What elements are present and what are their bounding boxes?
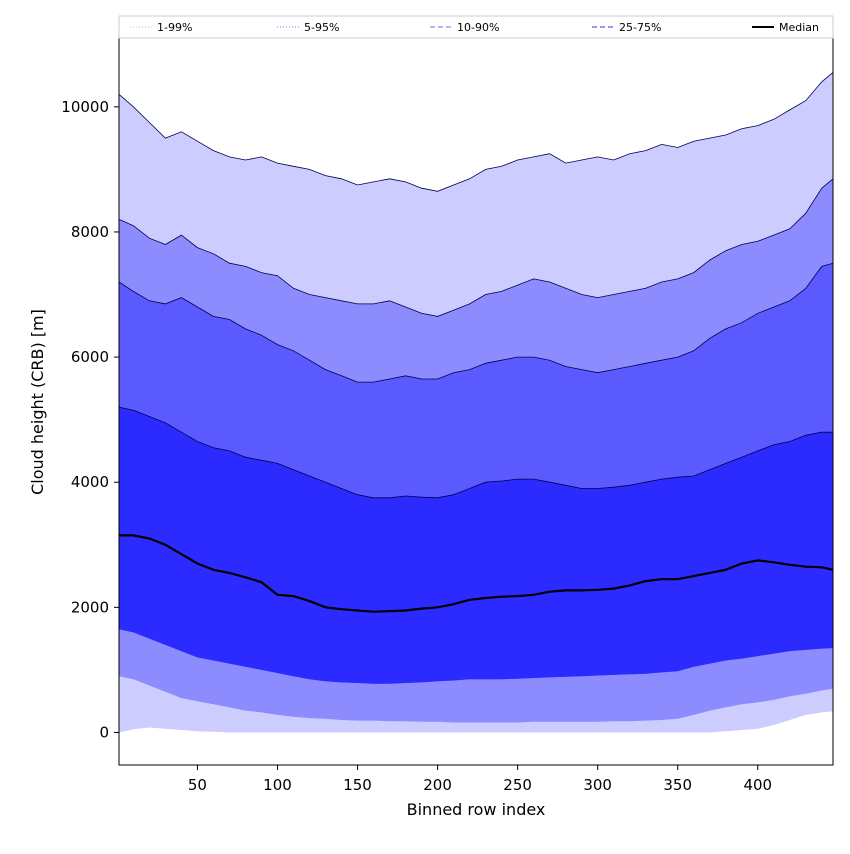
x-tick-label: 100: [263, 776, 292, 794]
x-tick-label: 150: [343, 776, 372, 794]
y-tick-label: 0: [99, 723, 109, 741]
legend-label: 1-99%: [157, 21, 192, 34]
median-series: [119, 534, 834, 613]
x-tick-label: 250: [503, 776, 532, 794]
legend-box: [118, 15, 834, 39]
legend-label: Median: [779, 21, 819, 34]
band-edges: [118, 72, 834, 499]
legend-label: 25-75%: [619, 21, 661, 34]
y-tick-label: 10000: [61, 98, 109, 116]
x-tick-label: 200: [423, 776, 452, 794]
x-tick-label: 50: [188, 776, 207, 794]
band-25-75-upper-edge: [118, 406, 833, 499]
y-tick-label: 2000: [71, 598, 109, 616]
x-axis-ticks: 50 100 150 200 250 300 350 400: [188, 765, 772, 794]
band-10-90-upper-edge: [118, 262, 834, 383]
x-tick-label: 350: [663, 776, 692, 794]
y-tick-label: 8000: [71, 223, 109, 241]
y-axis-label: Cloud height (CRB) [m]: [28, 309, 47, 495]
x-axis-label: Binned row index: [407, 800, 546, 819]
band-1-99-upper-edge: [118, 72, 834, 192]
y-tick-label: 6000: [71, 348, 109, 366]
percentile-bands: [119, 72, 833, 733]
x-tick-label: 400: [743, 776, 772, 794]
band-25-75: [119, 407, 833, 684]
legend: 1-99% 5-95% 10-90% 25-75% Median: [118, 15, 834, 39]
legend-label: 10-90%: [457, 21, 499, 34]
median-line: [119, 534, 834, 613]
legend-label: 5-95%: [304, 21, 339, 34]
y-tick-label: 4000: [71, 473, 109, 491]
band-5-95-upper-edge: [118, 178, 834, 317]
x-tick-label: 300: [583, 776, 612, 794]
y-axis-ticks: 0 2000 4000 6000 8000 10000: [61, 98, 119, 741]
